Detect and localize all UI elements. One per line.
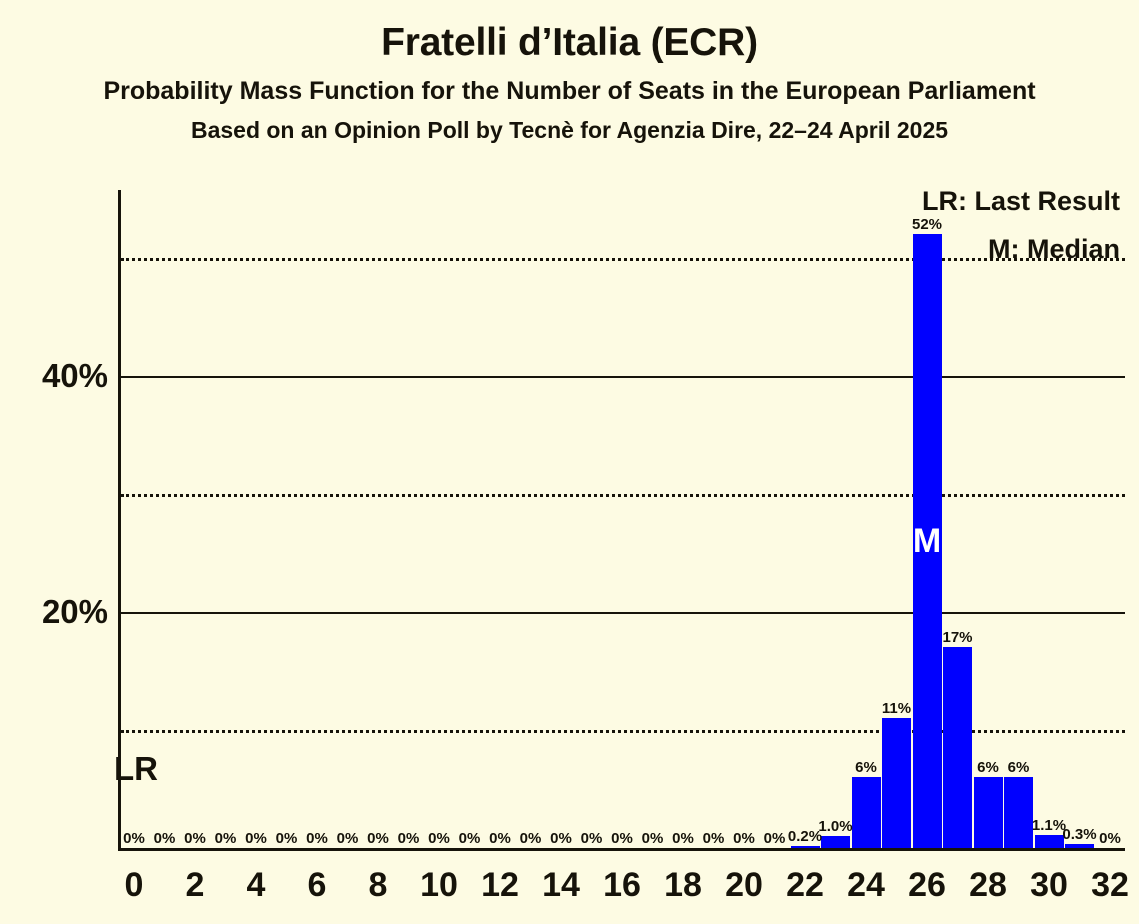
legend-last-result: LR: Last Result [921, 186, 1120, 216]
bar [1034, 835, 1064, 848]
bar-value-label: 0% [458, 830, 481, 847]
x-tick-label: 18 [664, 866, 702, 904]
gridline-dotted [121, 494, 1125, 497]
bar-value-label: 17% [942, 629, 973, 647]
bar-value-label: 0% [397, 830, 420, 847]
chart-source-line: Based on an Opinion Poll by Tecnè for Ag… [190, 116, 949, 143]
bar-value-label: 0% [519, 830, 542, 847]
bar [790, 845, 820, 848]
chart-subtitle: Probability Mass Function for the Number… [103, 77, 1036, 106]
bar-value-label: 0% [428, 830, 450, 847]
bar [1065, 844, 1094, 848]
bar-value-label: 0% [1099, 830, 1121, 847]
bar-value-label: 0.3% [1062, 826, 1097, 844]
gridline-dotted [121, 730, 1125, 733]
page-title: Fratelli d’Italia (ECR) [381, 21, 758, 64]
x-tick-label: 16 [603, 866, 641, 904]
bar-value-label: 0% [245, 830, 267, 847]
bar-value-label: 0% [672, 830, 694, 847]
x-tick-label: 2 [185, 866, 205, 904]
x-tick-label: 30 [1030, 866, 1068, 904]
x-tick-label: 28 [969, 866, 1007, 904]
last-result-marker: LR [114, 750, 158, 787]
x-axis-line [118, 848, 1125, 851]
bar-value-label: 0% [367, 830, 389, 847]
bar-value-label: 0% [611, 830, 633, 847]
title-block: Fratelli d’Italia (ECR) Probability Mass… [0, 0, 1139, 143]
bar-value-label: 0% [702, 830, 725, 847]
x-tick-label: 22 [786, 866, 824, 904]
x-tick-label: 6 [307, 866, 327, 904]
bar-value-label: 0% [763, 830, 786, 847]
x-tick-label: 8 [368, 866, 388, 904]
x-tick-label: 26 [908, 866, 946, 904]
bar-value-label: 0% [550, 830, 572, 847]
bar-value-label: 0% [580, 830, 603, 847]
bar-value-label: 0.2% [787, 827, 823, 845]
bar-value-label: 52% [911, 216, 943, 234]
bar-value-label: 11% [881, 700, 912, 718]
median-marker: M [912, 522, 942, 561]
bar [1004, 777, 1033, 848]
bar-value-label: 0% [123, 830, 145, 847]
bar-value-label: 1.1% [1031, 817, 1067, 835]
bar-value-label: 0% [153, 830, 176, 847]
bar-value-label: 0% [275, 830, 298, 847]
bar-value-label: 6% [1007, 759, 1030, 777]
bar [851, 777, 881, 848]
bar [882, 718, 911, 848]
gridline-solid [121, 612, 1125, 614]
x-tick-label: 10 [420, 866, 458, 904]
bar-value-label: 0% [336, 830, 359, 847]
y-axis-line [118, 190, 121, 851]
bar-value-label: 6% [855, 759, 877, 777]
x-tick-label: 0 [124, 866, 144, 904]
gridline-dotted [121, 258, 1125, 261]
bar [973, 777, 1003, 848]
x-tick-label: 32 [1091, 866, 1129, 904]
bar-value-label: 0% [214, 830, 237, 847]
x-tick-label: 4 [246, 866, 266, 904]
bar [943, 647, 972, 848]
bar-value-label: 1.0% [818, 818, 853, 836]
bar-value-label: 0% [641, 830, 664, 847]
bar [821, 836, 850, 848]
bar-value-label: 0% [306, 830, 328, 847]
y-tick-label: 40% [41, 357, 108, 394]
x-tick-label: 24 [847, 866, 885, 904]
x-tick-label: 12 [481, 866, 519, 904]
bar [912, 234, 942, 848]
legend-median: M: Median [988, 234, 1120, 264]
bar-value-label: 0% [184, 830, 206, 847]
bar-value-label: 6% [977, 759, 999, 777]
bar-value-label: 0% [733, 830, 755, 847]
y-tick-label: 20% [41, 593, 108, 630]
x-tick-label: 20 [725, 866, 763, 904]
x-tick-label: 14 [542, 866, 580, 904]
bar-value-label: 0% [489, 830, 511, 847]
gridline-solid [121, 376, 1125, 378]
